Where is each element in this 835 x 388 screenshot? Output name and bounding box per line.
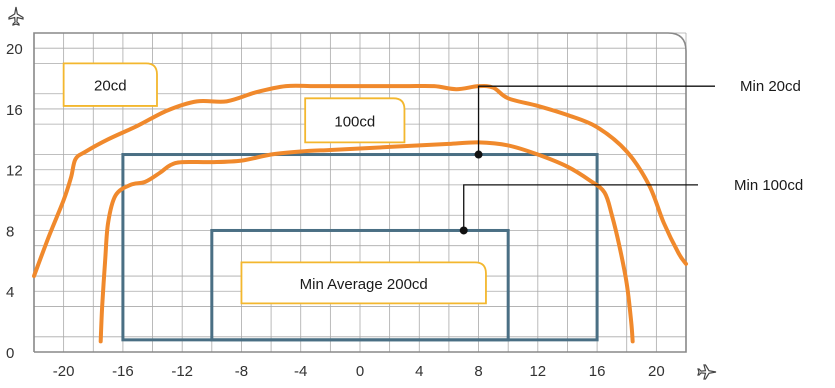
- y-tick-label: 8: [6, 223, 14, 240]
- airplane-icon: [697, 364, 717, 380]
- x-tick-label: 4: [415, 363, 423, 380]
- x-tick-label: -4: [294, 363, 307, 380]
- y-tick-label: 0: [6, 345, 14, 362]
- leader-dot: [474, 150, 483, 159]
- annotation-label: Min 100cd: [734, 177, 803, 194]
- plot-frame: [33, 32, 687, 353]
- label-box: [62, 62, 158, 107]
- contour-100cd: [98, 140, 635, 344]
- x-tick-label: 16: [589, 363, 606, 380]
- x-tick-label: -20: [53, 363, 75, 380]
- leader-line: [463, 184, 698, 231]
- y-tick-label: 16: [6, 102, 23, 119]
- y-tick-label: 20: [6, 41, 23, 58]
- rect-inner: [210, 228, 510, 342]
- y-tick-label: 4: [6, 284, 14, 301]
- label-box-text: 100cd: [334, 113, 375, 130]
- x-tick-label: 0: [356, 363, 364, 380]
- x-tick-label: 12: [529, 363, 546, 380]
- annotation-label: Min 20cd: [740, 78, 801, 95]
- x-tick-label: 20: [648, 363, 665, 380]
- y-tick-label: 12: [6, 163, 23, 180]
- label-box: [304, 97, 406, 144]
- leader-dot: [459, 226, 468, 235]
- x-tick-label: 8: [474, 363, 482, 380]
- label-box: [240, 261, 487, 305]
- airplane-icon: [8, 6, 24, 26]
- x-tick-label: -8: [235, 363, 248, 380]
- label-box-text: 20cd: [94, 78, 127, 95]
- leader-line: [477, 85, 715, 155]
- contour-20cd: [32, 83, 688, 279]
- label-box-text: Min Average 200cd: [300, 276, 428, 293]
- x-tick-label: -16: [112, 363, 134, 380]
- x-tick-label: -12: [171, 363, 193, 380]
